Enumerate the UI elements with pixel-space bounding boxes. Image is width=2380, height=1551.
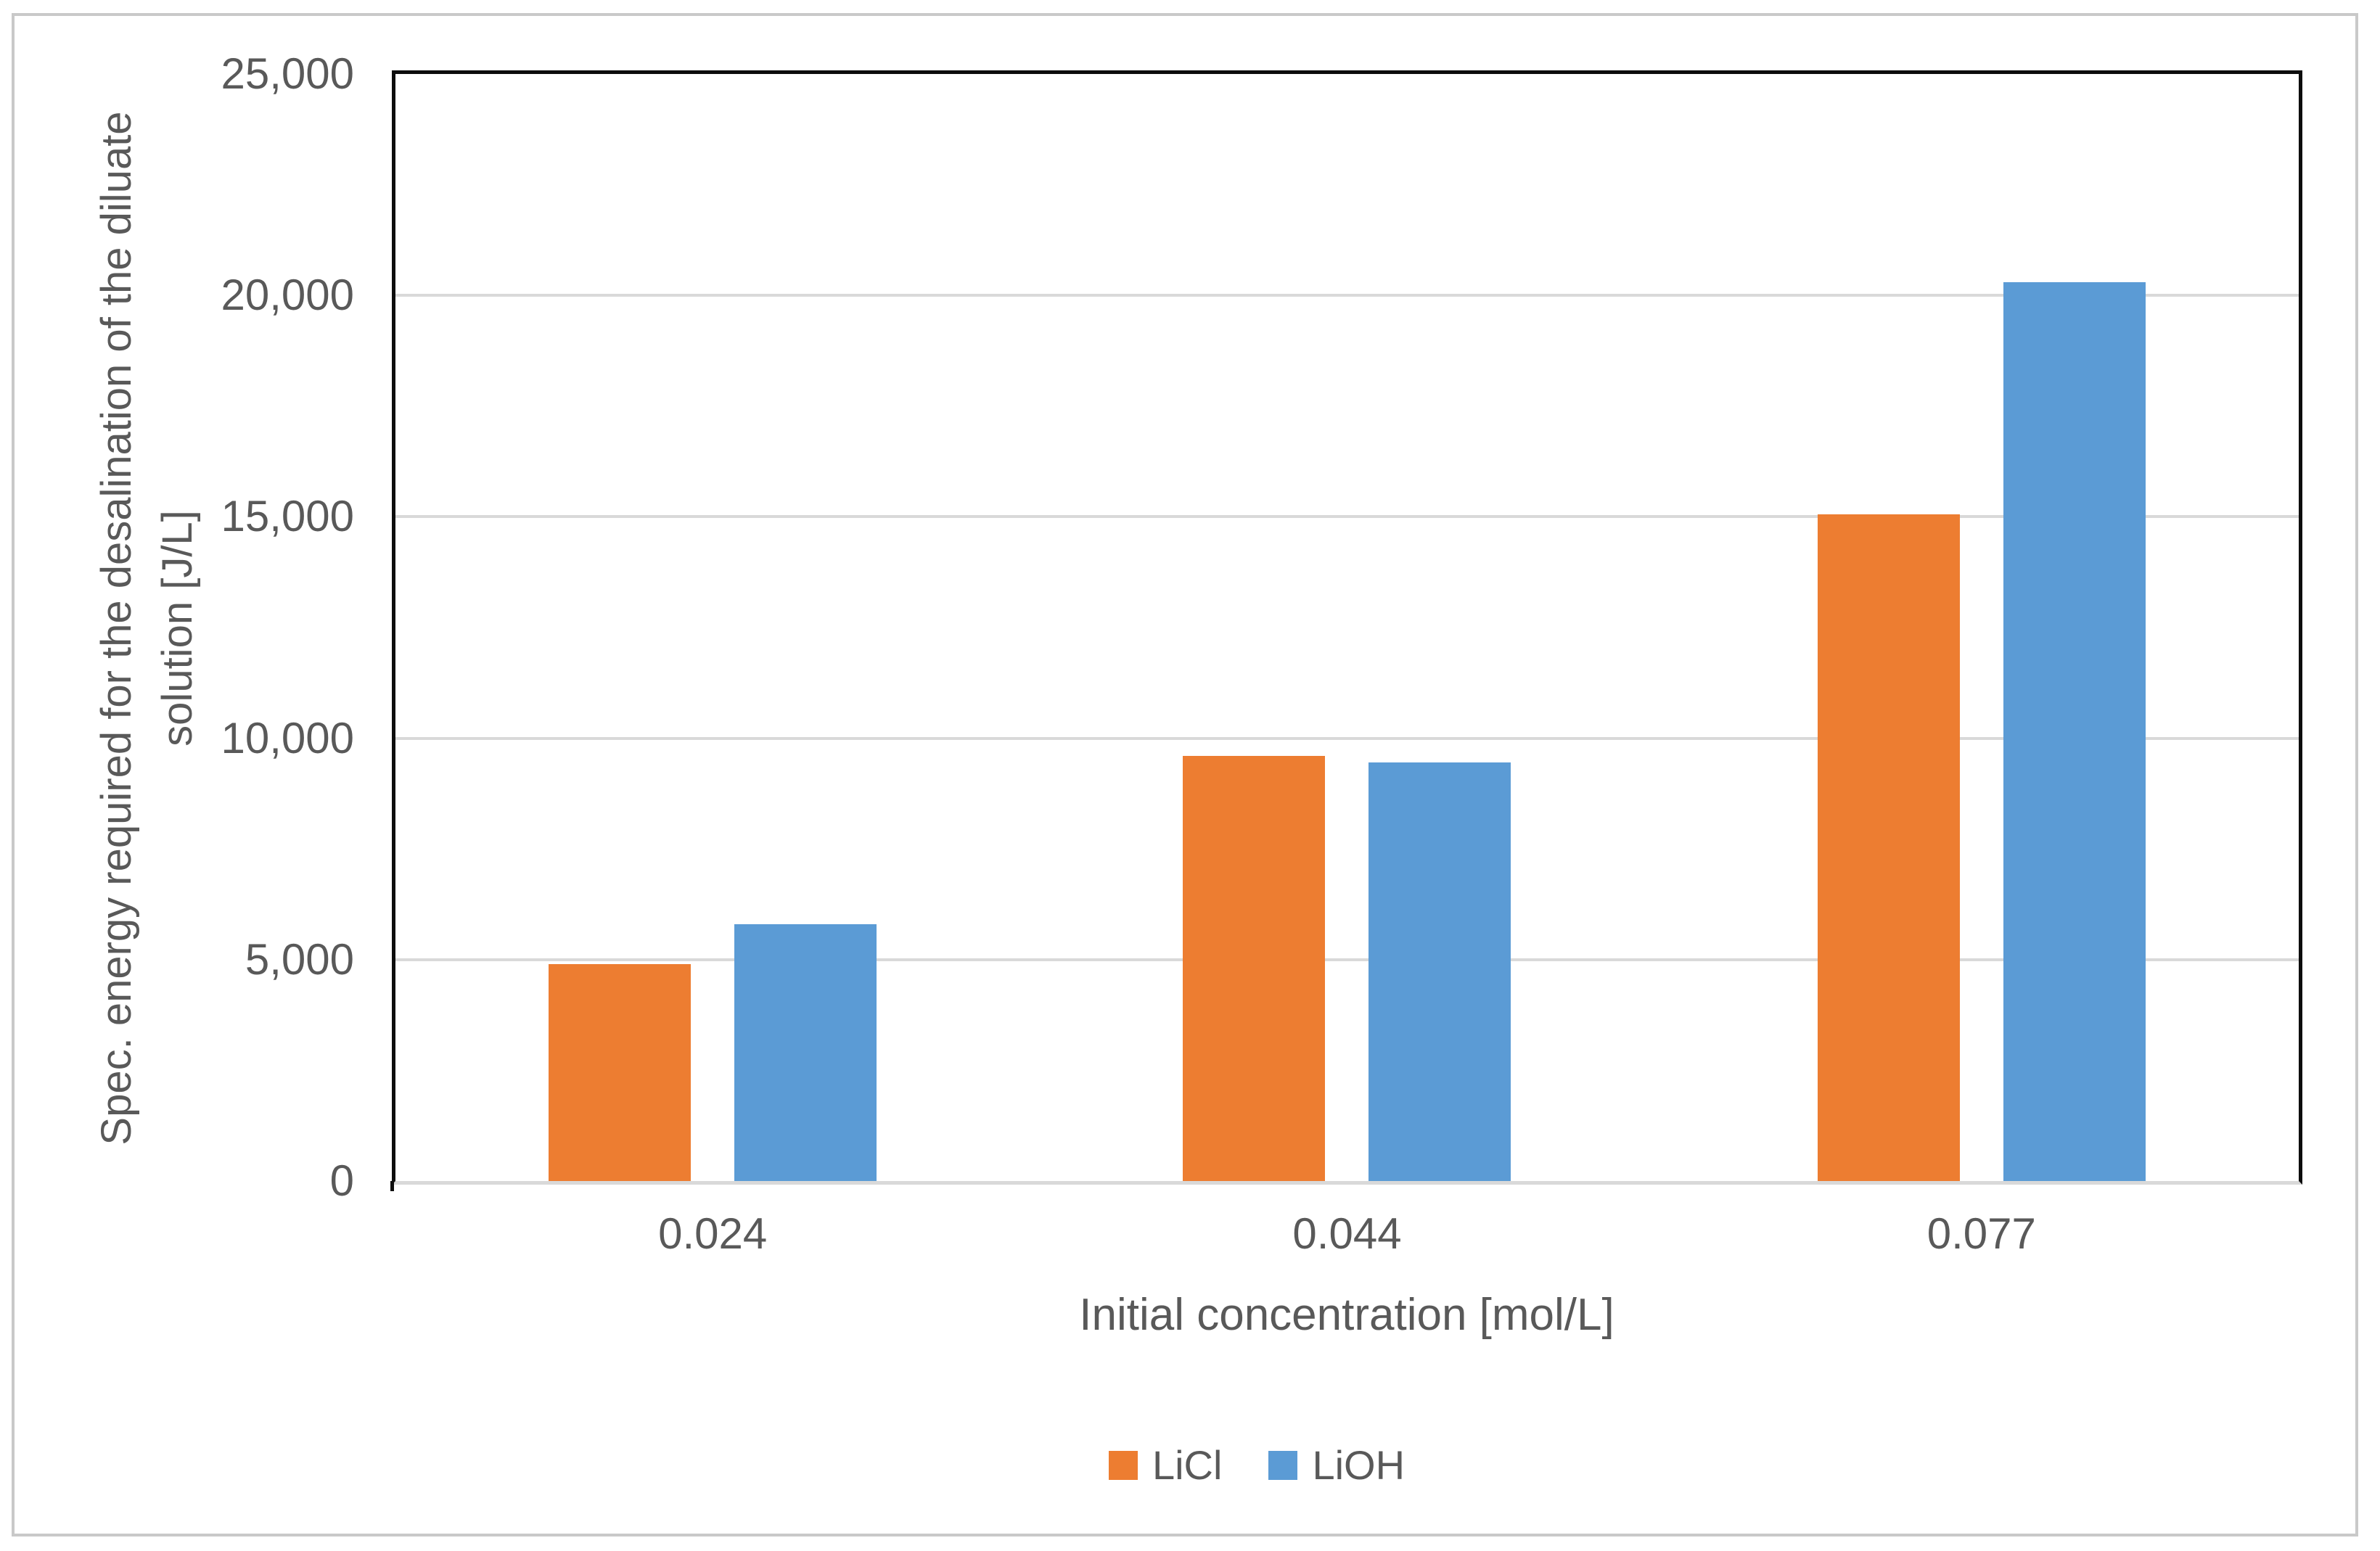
legend: LiCl LiOH xyxy=(67,1442,2380,1489)
y-gridline-10000 xyxy=(395,736,2299,740)
y-gridline-15000 xyxy=(395,515,2299,519)
legend-swatch-licl xyxy=(1108,1451,1138,1480)
y-tick-label-20000: 20,000 xyxy=(221,271,354,320)
y-axis-title: Spec. energy required for the desalinati… xyxy=(86,46,211,1210)
gridlines-layer xyxy=(395,74,2299,1181)
y-axis-zero-tick xyxy=(390,1181,394,1191)
legend-label-lioh: LiOH xyxy=(1312,1442,1406,1488)
x-tick-label-0.044: 0.044 xyxy=(1292,1209,1402,1258)
y-gridline-20000 xyxy=(395,294,2299,297)
bar-licl-0.077 xyxy=(1817,514,1960,1181)
y-axis-title-line2: solution [J/L] xyxy=(154,510,201,746)
y-tick-label-0: 0 xyxy=(329,1156,354,1205)
x-tick-label-0.024: 0.024 xyxy=(658,1209,768,1258)
legend-swatch-lioh xyxy=(1268,1451,1298,1480)
bar-lioh-0.077 xyxy=(2003,281,2146,1181)
y-tick-label-5000: 5,000 xyxy=(245,934,354,984)
bar-group-0.024 xyxy=(395,74,1030,1181)
bars-layer xyxy=(395,74,2299,1181)
bar-group-0.077 xyxy=(1665,74,2299,1181)
bar-lioh-0.044 xyxy=(1368,762,1511,1181)
bar-licl-0.044 xyxy=(1183,756,1326,1181)
y-gridline-5000 xyxy=(395,958,2299,961)
bar-group-0.044 xyxy=(1030,74,1664,1181)
bar-licl-0.024 xyxy=(549,963,692,1181)
y-tick-label-10000: 10,000 xyxy=(221,713,354,762)
y-tick-label-15000: 15,000 xyxy=(221,492,354,541)
y-axis-title-line1: Spec. energy required for the desalinati… xyxy=(93,111,140,1145)
legend-item-licl: LiCl xyxy=(1108,1442,1223,1489)
y-tick-label-25000: 25,000 xyxy=(221,49,354,98)
bar-lioh-0.024 xyxy=(734,923,877,1181)
x-axis-title: Initial concentration [mol/L] xyxy=(1079,1290,1614,1340)
legend-item-lioh: LiOH xyxy=(1268,1442,1405,1489)
plot-area xyxy=(392,70,2302,1185)
x-tick-label-0.077: 0.077 xyxy=(1926,1209,2036,1258)
legend-label-licl: LiCl xyxy=(1152,1442,1223,1488)
